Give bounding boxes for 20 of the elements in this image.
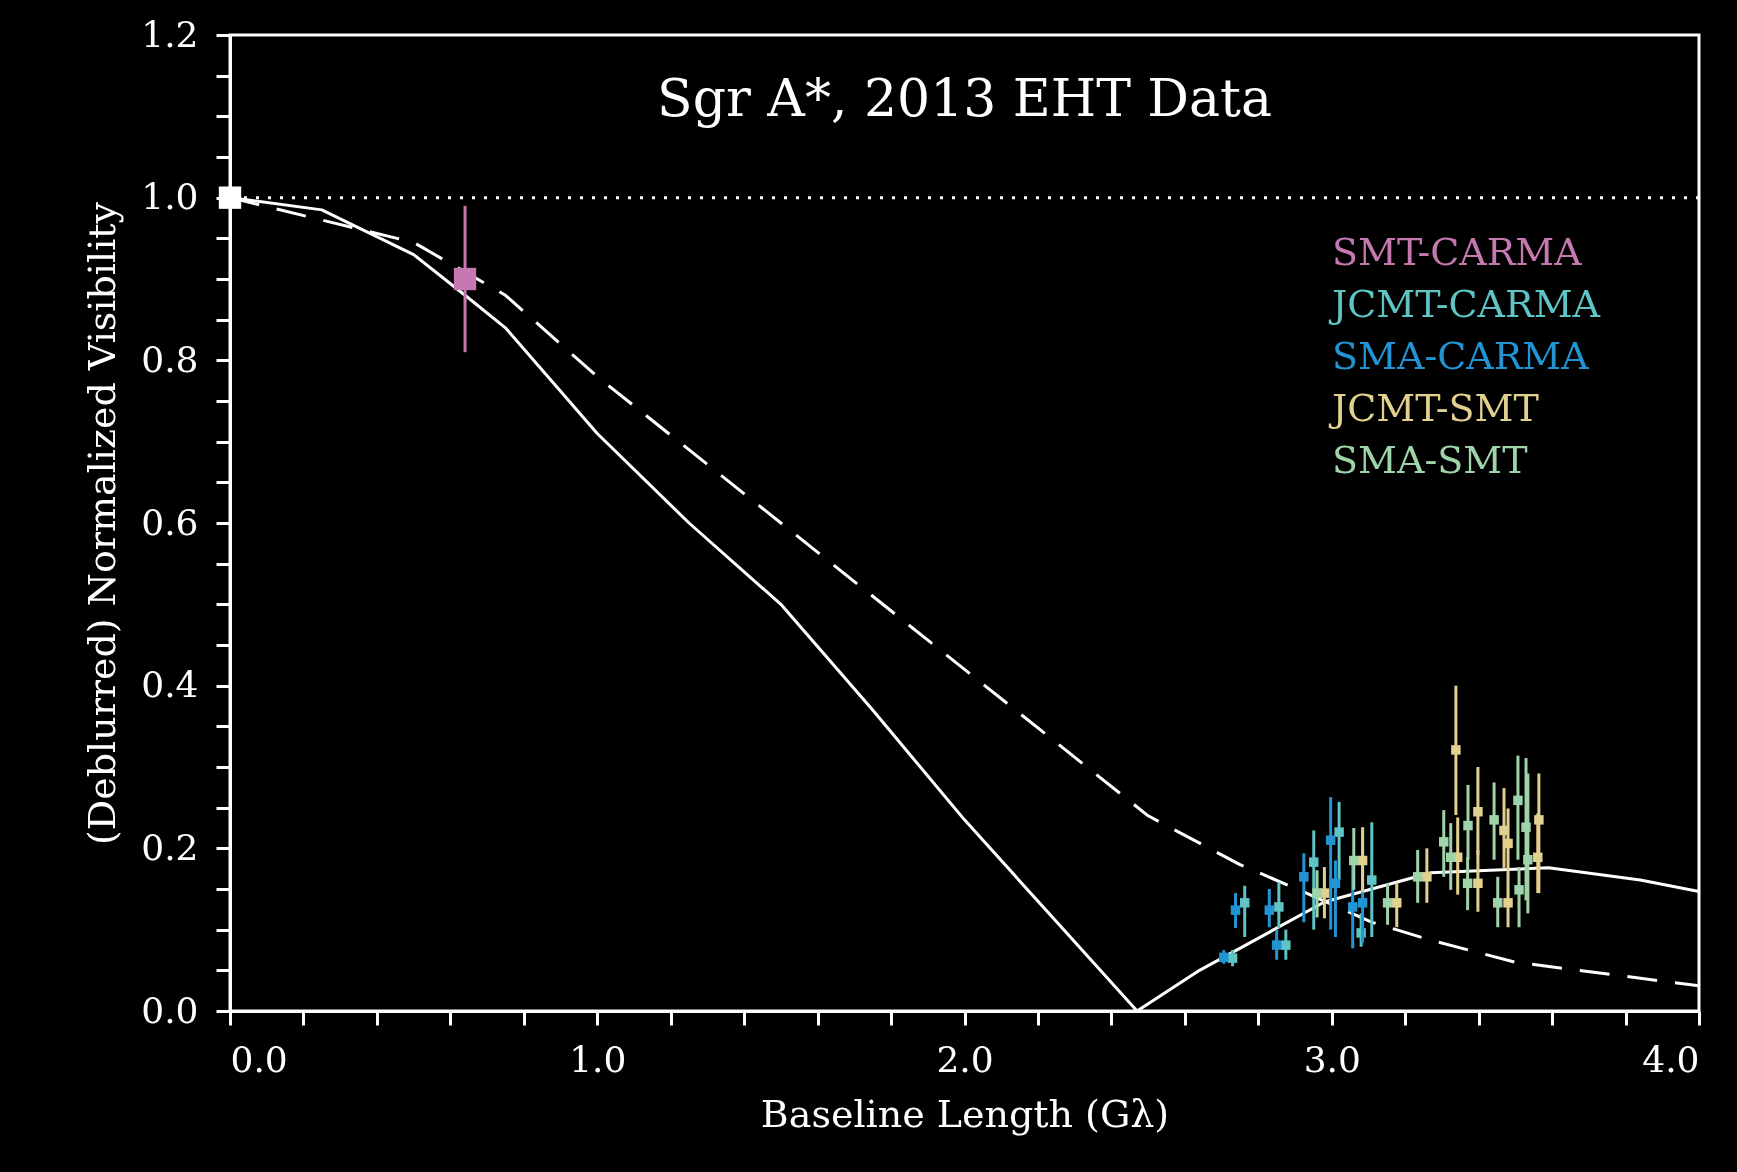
y-tick-label: 1.2 (141, 13, 199, 55)
y-axis-title: (Deblurred) Normalized Visibility (80, 201, 125, 846)
text: JCMT-SMT (1328, 386, 1539, 430)
y-tick-label: 1.0 (141, 176, 199, 218)
x-tick-label: 1.0 (569, 1038, 627, 1080)
x-tick-label: 0.0 (230, 1038, 288, 1080)
y-tick-label: 0.4 (141, 664, 199, 706)
y-tick-label: 0.6 (141, 501, 199, 543)
x-tick-label: 3.0 (1303, 1038, 1361, 1080)
y-tick-label: 0.0 (141, 989, 199, 1031)
text: SMA-CARMA (1332, 334, 1590, 378)
text: JCMT-CARMA (1328, 282, 1601, 326)
y-tick-label: 0.8 (141, 338, 199, 380)
text: SMA-SMT (1332, 438, 1528, 482)
y-tick-label: 0.2 (141, 826, 199, 868)
text: Sgr A*, 2013 EHT Data (657, 68, 1272, 128)
x-tick-label: 4.0 (1642, 1038, 1700, 1080)
x-axis-title: Baseline Length (Gλ) (760, 1091, 1170, 1136)
x-tick-label: 2.0 (936, 1038, 994, 1080)
text: SMT-CARMA (1332, 230, 1583, 274)
